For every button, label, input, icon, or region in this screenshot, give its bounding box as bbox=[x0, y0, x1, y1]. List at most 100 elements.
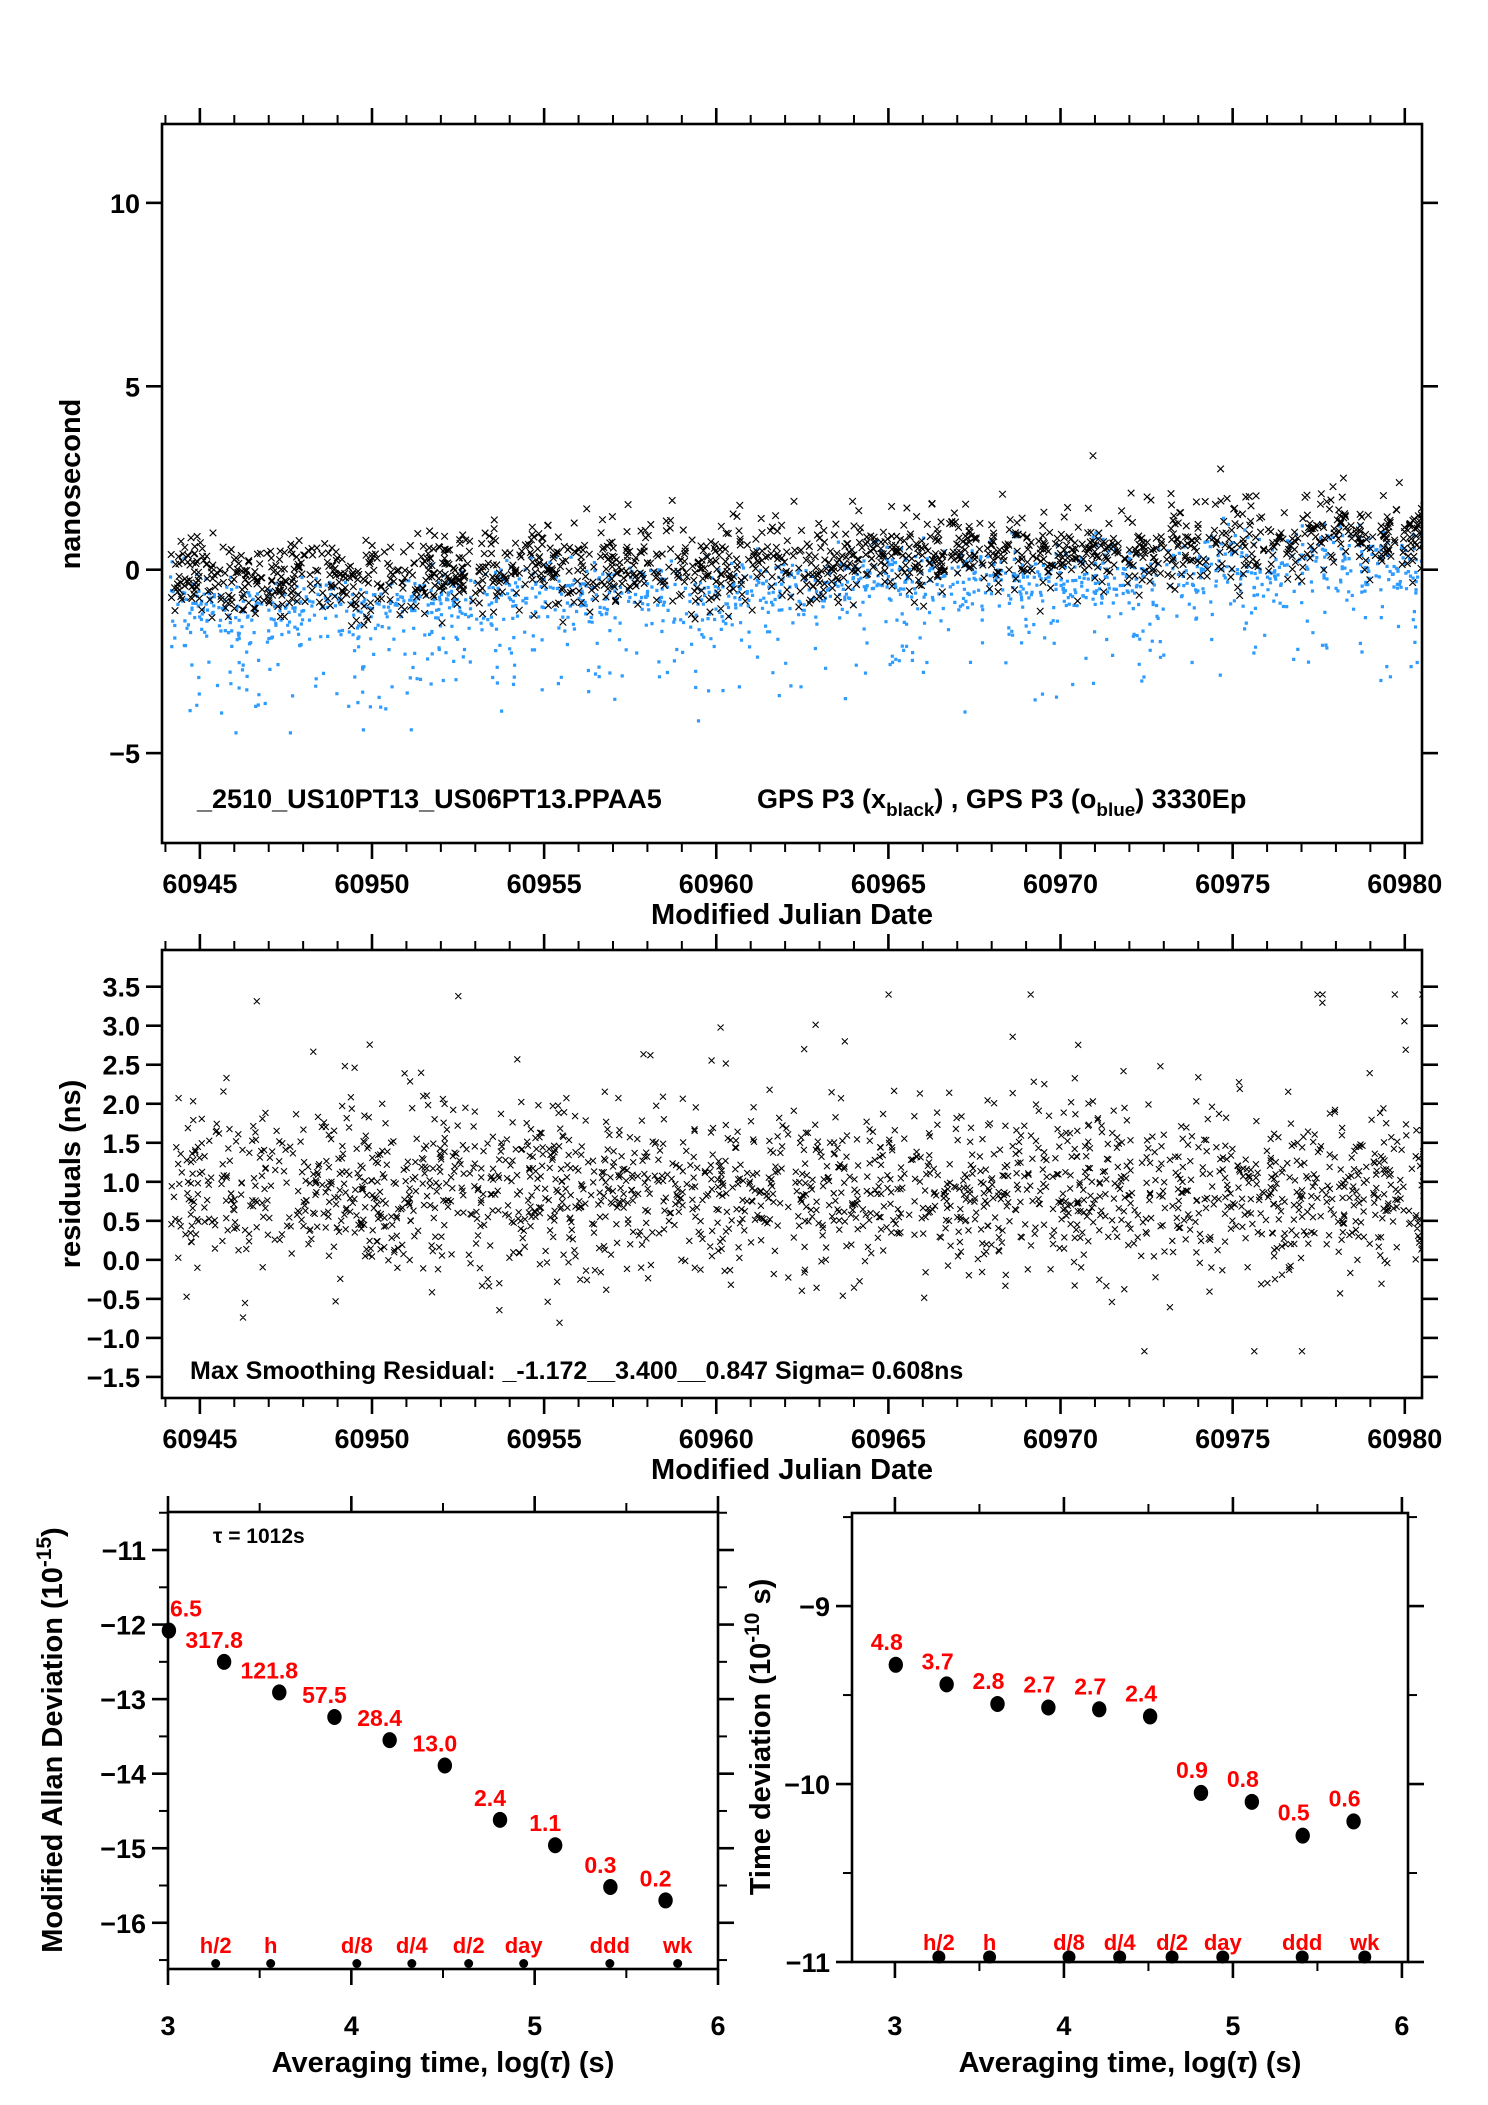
tdev-category-dot bbox=[983, 1950, 997, 1964]
mdev-xtick-label: 3 bbox=[160, 2011, 175, 2041]
mdev-category-dot bbox=[464, 1959, 474, 1968]
residuals-ytick-label: −1.0 bbox=[87, 1324, 140, 1354]
residuals-ytick-label: 0.0 bbox=[102, 1246, 140, 1276]
residuals-frame bbox=[160, 948, 1424, 1400]
top-phase-xtick-label: 60945 bbox=[162, 869, 237, 899]
panel-mdev: 3 4 5 6 −11 −12 −13 −14 −15 −16 h/2 h d/8 d/4 d/2 day dd… bbox=[33, 1496, 734, 2079]
residuals-xtick-label: 60955 bbox=[507, 1424, 582, 1454]
mdev-xtick-label: 6 bbox=[710, 2011, 725, 2041]
tdev-value-label: 2.7 bbox=[1023, 1672, 1055, 1698]
tdev-category-label: h/2 bbox=[923, 1930, 955, 1955]
mdev-category-label: d/2 bbox=[453, 1933, 485, 1958]
top-phase-xtick-label: 60970 bbox=[1023, 869, 1098, 899]
tdev-data-point bbox=[1346, 1813, 1361, 1830]
mdev-data-point bbox=[492, 1811, 508, 1828]
tdev-data-point bbox=[1295, 1827, 1310, 1844]
tdev-data-point bbox=[1244, 1793, 1260, 1810]
mdev-ytick-label: −14 bbox=[100, 1760, 146, 1790]
tdev-category-label: ddd bbox=[1282, 1930, 1322, 1955]
tdev-value-label: 2.4 bbox=[1125, 1680, 1157, 1706]
residuals-ytick-label: 1.5 bbox=[102, 1129, 140, 1159]
mdev-category-label: day bbox=[505, 1933, 544, 1958]
top-phase-xtick-label: 60955 bbox=[507, 869, 582, 899]
residuals-ytick-label: 0.5 bbox=[102, 1207, 140, 1237]
tdev-value-label: 0.9 bbox=[1176, 1757, 1208, 1783]
residuals-ytick-label: 1.0 bbox=[102, 1168, 140, 1198]
residuals-ytick-label: 2.0 bbox=[102, 1090, 140, 1120]
residuals-xtick-label: 60950 bbox=[334, 1424, 409, 1454]
mdev-category-dot bbox=[266, 1959, 276, 1968]
mdev-category-dot bbox=[519, 1959, 529, 1968]
mdev-value-label: 13.0 bbox=[412, 1730, 457, 1756]
mdev-value-label: 57.5 bbox=[302, 1682, 347, 1708]
mdev-xaxis-title: Averaging time, log(τ) (s) bbox=[272, 2047, 615, 2079]
mdev-data-point bbox=[216, 1653, 232, 1670]
top-phase-xtick-label: 60950 bbox=[334, 869, 409, 899]
tdev-category-dot bbox=[1216, 1950, 1230, 1964]
mdev-value-label: 2.4 bbox=[474, 1785, 506, 1811]
tdev-value-label: 4.8 bbox=[871, 1629, 903, 1655]
residuals-xtick-label: 60980 bbox=[1367, 1424, 1442, 1454]
tdev-value-label: 2.7 bbox=[1074, 1673, 1106, 1699]
mdev-category-label: d/4 bbox=[396, 1933, 429, 1958]
scatter-x-markers bbox=[168, 991, 1421, 1355]
tdev-data-point bbox=[1092, 1701, 1107, 1718]
panel-top-phase: 60945 60950 60955 60960 60965 60970 60975 60980… bbox=[55, 108, 1442, 931]
mdev-data-point bbox=[658, 1892, 673, 1909]
mdev-ytick-label: −16 bbox=[100, 1909, 146, 1939]
tdev-category-label: wk bbox=[1349, 1930, 1380, 1955]
mdev-ytick-label: −15 bbox=[100, 1834, 146, 1864]
top-phase-ytick-label: −5 bbox=[109, 739, 140, 769]
residuals-yaxis-title: residuals (ns) bbox=[55, 1080, 87, 1269]
mdev-category-dot bbox=[211, 1959, 221, 1968]
top-phase-ytick-label: 0 bbox=[125, 556, 140, 586]
mdev-ytick-label: −12 bbox=[100, 1611, 146, 1641]
tdev-xtick-label: 3 bbox=[887, 2011, 902, 2041]
tdev-category-label: h bbox=[983, 1930, 996, 1955]
tdev-value-label: 0.6 bbox=[1329, 1785, 1361, 1811]
tdev-category-label: d/2 bbox=[1156, 1930, 1188, 1955]
mdev-data-point bbox=[603, 1878, 618, 1895]
mdev-category-label: wk bbox=[662, 1933, 693, 1958]
mdev-category-label: ddd bbox=[590, 1933, 630, 1958]
mdev-category-dot bbox=[605, 1959, 615, 1968]
residuals-xtick-label: 60960 bbox=[679, 1424, 754, 1454]
mdev-ytick-label: −13 bbox=[100, 1685, 146, 1715]
tdev-category-dot bbox=[1062, 1950, 1076, 1964]
tdev-value-label: 0.5 bbox=[1278, 1800, 1310, 1826]
tdev-yaxis-title: Time deviation (10-10​ s) bbox=[741, 1579, 777, 1896]
mdev-data-point bbox=[272, 1684, 287, 1701]
tdev-data-point bbox=[939, 1676, 954, 1693]
mdev-value-label: 28.4 bbox=[357, 1705, 402, 1731]
mdev-value-label: 0.3 bbox=[584, 1852, 616, 1878]
mdev-xtick-label: 4 bbox=[344, 2011, 359, 2041]
residuals-xtick-label: 60970 bbox=[1023, 1424, 1098, 1454]
top-phase-xtick-label: 60975 bbox=[1195, 869, 1270, 899]
mdev-value-label: 0.2 bbox=[640, 1865, 672, 1891]
residuals-ytick-label: 3.5 bbox=[102, 973, 140, 1003]
tdev-category-dot bbox=[1358, 1950, 1372, 1964]
panel-tdev: 3 4 5 6 −9 −10 −11 h/2 h d/8 d/4 d/2 day ddd wk 4.8 3.7 2… bbox=[741, 1497, 1424, 2079]
mdev-category-dot bbox=[407, 1959, 417, 1968]
mdev-category-dot bbox=[352, 1959, 362, 1968]
residuals-xtick-label: 60975 bbox=[1195, 1424, 1270, 1454]
tdev-value-label: 0.8 bbox=[1227, 1766, 1259, 1792]
top-panel-dataset-title: _2510_US10PT13_US06PT13.PPAA5 bbox=[196, 784, 662, 814]
tdev-xaxis-title: Averaging time, log(τ) (s) bbox=[959, 2047, 1302, 2079]
tdev-xtick-label: 6 bbox=[1394, 2011, 1409, 2041]
mdev-data-point bbox=[437, 1757, 453, 1774]
tdev-category-label: d/4 bbox=[1104, 1930, 1137, 1955]
tdev-value-label: 2.8 bbox=[973, 1668, 1005, 1694]
tdev-frame bbox=[850, 1511, 1410, 1964]
tdev-category-label: day bbox=[1204, 1930, 1243, 1955]
top-yaxis-title: nanosecond bbox=[55, 399, 87, 570]
residuals-xtick-label: 60965 bbox=[851, 1424, 926, 1454]
tdev-xtick-label: 5 bbox=[1225, 2011, 1240, 2041]
tdev-data-point bbox=[1142, 1708, 1158, 1725]
mdev-data-point bbox=[327, 1709, 342, 1726]
top-phase-ytick-label: 10 bbox=[110, 189, 140, 219]
tdev-value-label: 3.7 bbox=[922, 1648, 954, 1674]
top-phase-xtick-label: 60965 bbox=[851, 869, 926, 899]
tdev-ytick-label: −9 bbox=[799, 1592, 830, 1622]
